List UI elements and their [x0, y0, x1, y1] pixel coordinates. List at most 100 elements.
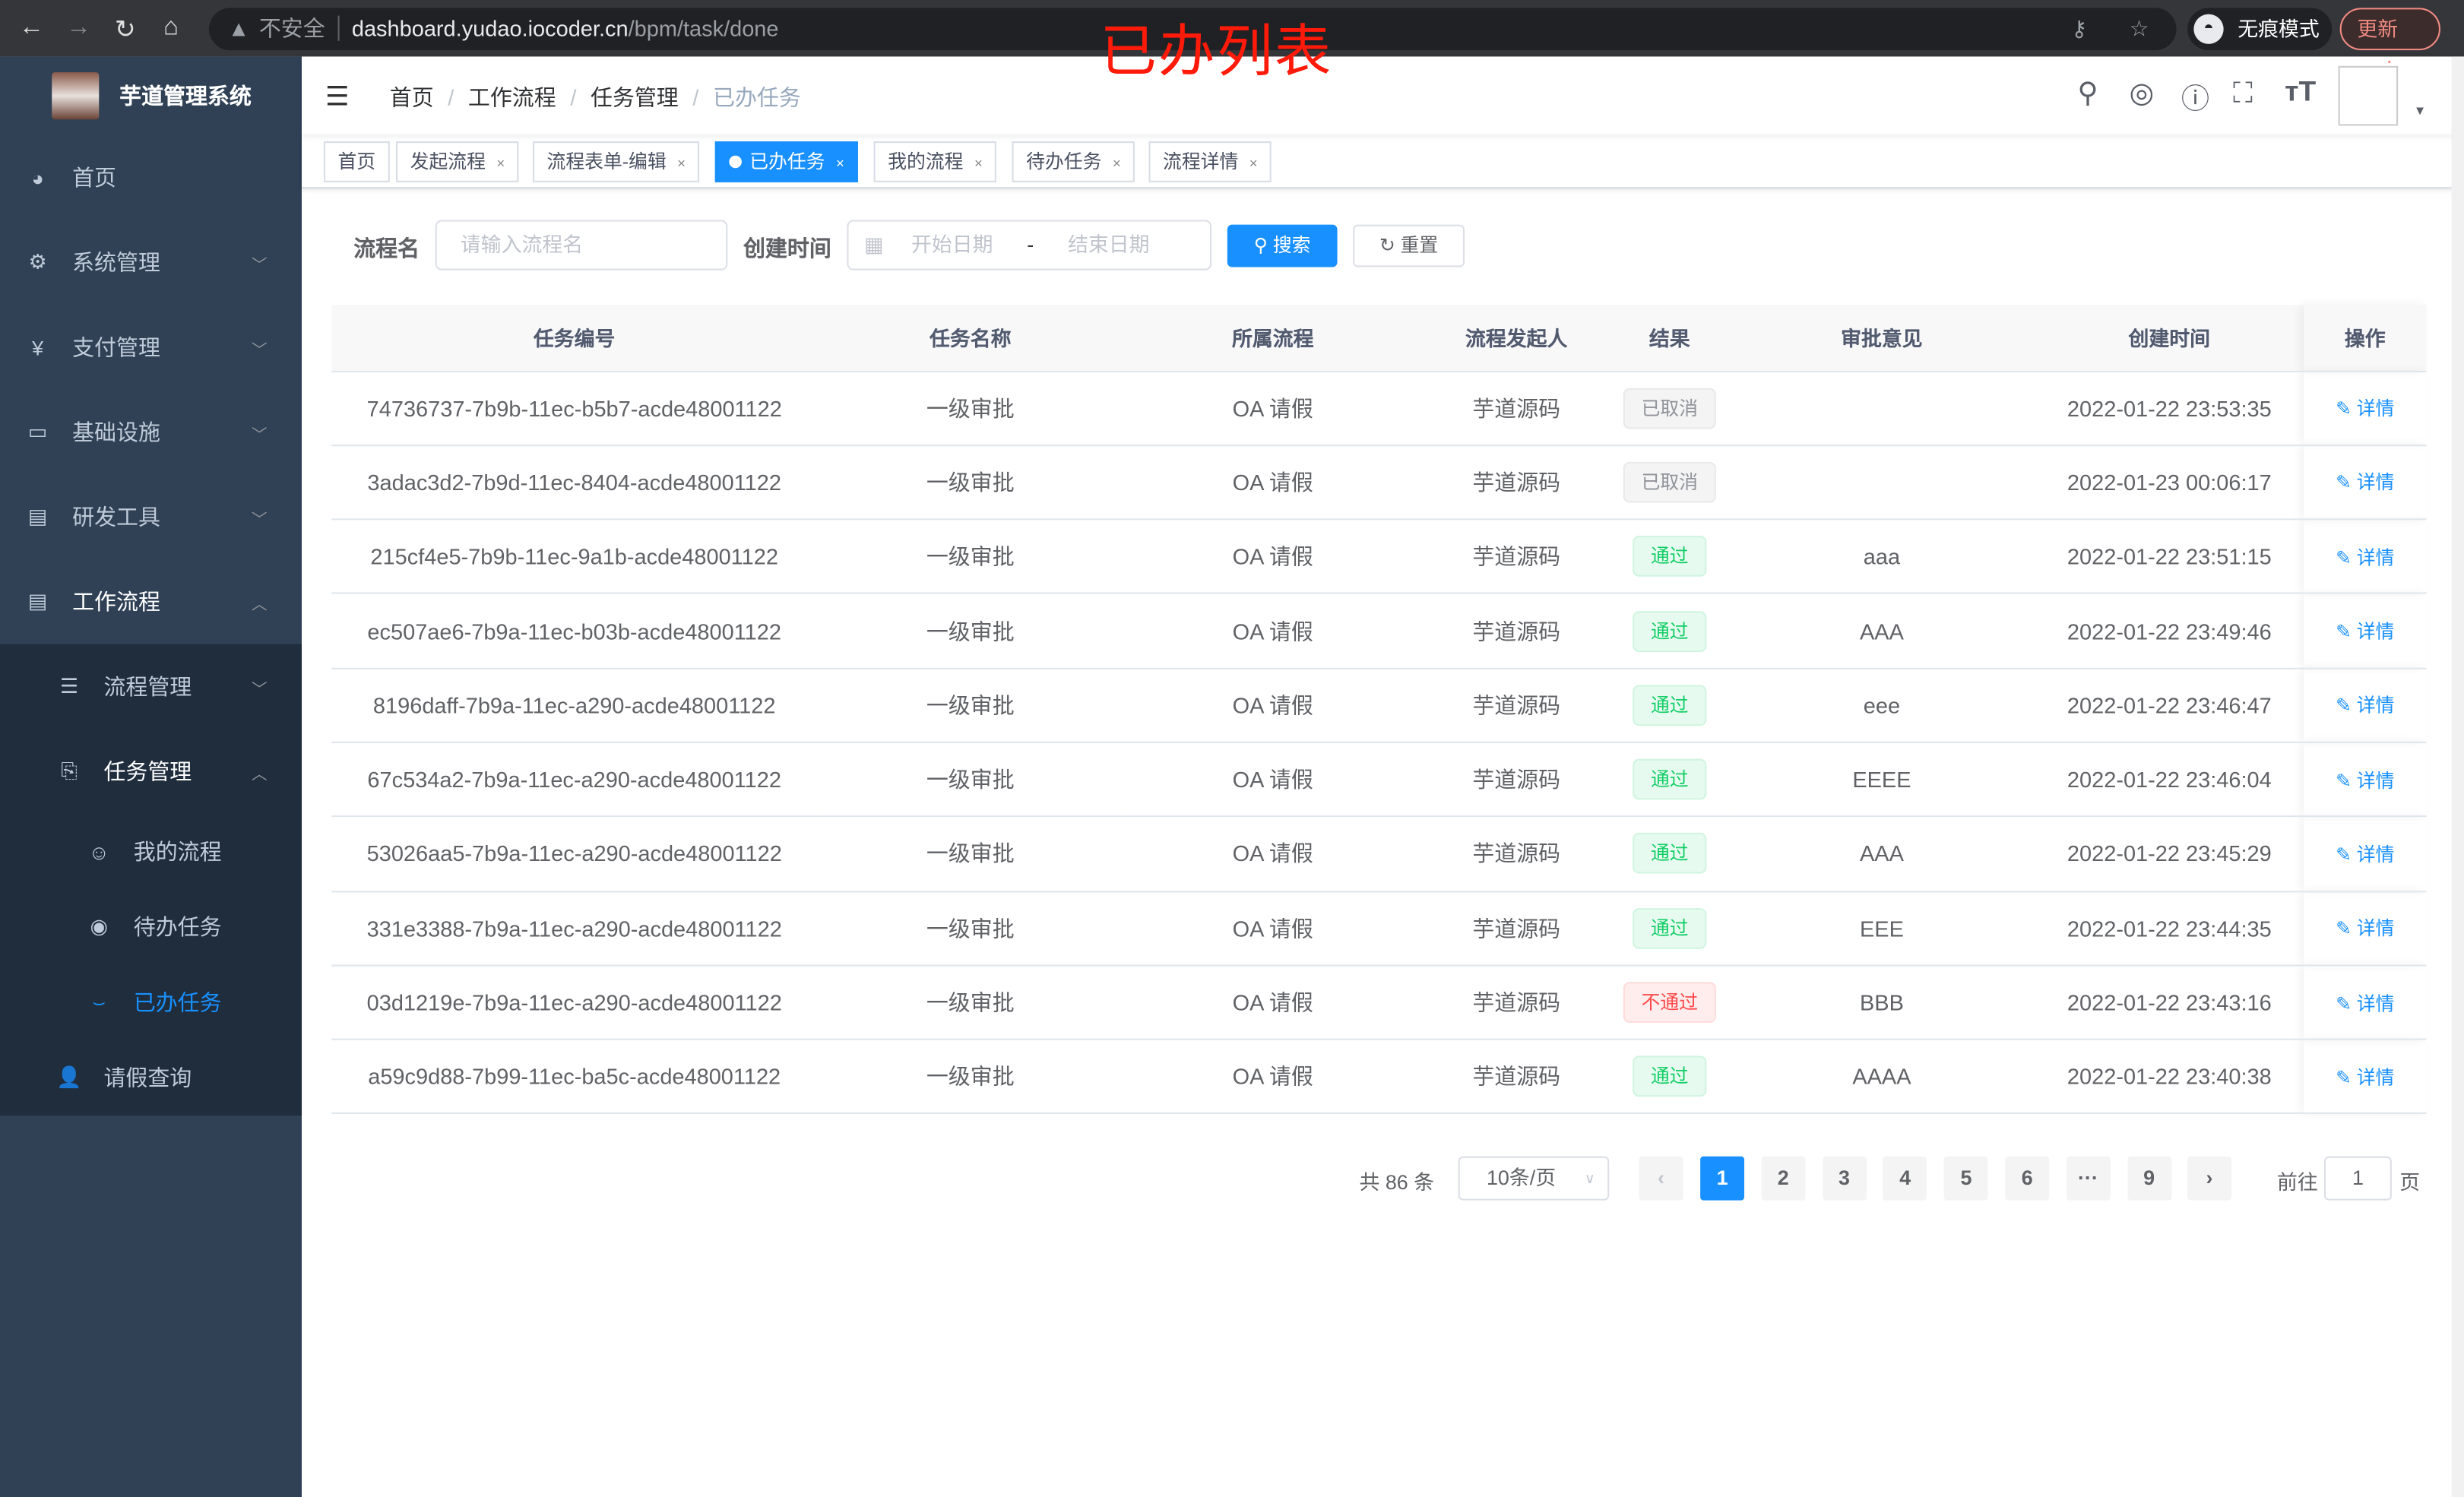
navbar: ☰ 首页 / 工作流程 / 任务管理 / 已办任务 ⚲ ◎ ⓘ ⛶ ᴛT ▼ [302, 56, 2464, 135]
scrollbar[interactable] [2451, 56, 2464, 1497]
detail-button[interactable]: ✎ 详情 [2336, 992, 2394, 1014]
result-cell: 通过 [1610, 593, 1729, 669]
close-icon[interactable]: × [1249, 155, 1258, 172]
next-page-button[interactable]: › [2187, 1156, 2231, 1201]
home-icon[interactable]: ⌂ [163, 14, 179, 41]
key-icon[interactable]: ⚷ [2071, 15, 2088, 41]
reload-icon[interactable]: ↻ [114, 17, 136, 44]
tag-label: 待办任务 [1026, 150, 1102, 173]
github-icon[interactable]: ◎ [2129, 77, 2155, 109]
table-row: 74736737-7b9b-11ec-b5b7-acde48001122 一级审批… [331, 370, 2427, 446]
page-button[interactable]: 5 [1944, 1156, 1988, 1201]
close-icon[interactable]: × [1112, 155, 1121, 172]
process-name-label: 流程名 [353, 236, 420, 261]
date-range-picker[interactable]: ▦ 开始日期 - 结束日期 [847, 220, 1212, 271]
task-icon: ⎘ [61, 758, 78, 783]
process-name-input[interactable]: 请输入流程名 [435, 220, 728, 271]
search-icon[interactable]: ⚲ [2077, 77, 2098, 109]
page-button[interactable]: 4 [1883, 1156, 1927, 1201]
page-size-select[interactable]: 10条/页 ∨ [1458, 1156, 1610, 1201]
task-name: 一级审批 [817, 593, 1124, 669]
tags-view: 首页 发起流程 × 流程表单-编辑 × 已办任务 × 我的流程 × 待办任务 × 流程详情… [301, 135, 2464, 189]
hamburger-icon[interactable]: ☰ [325, 81, 350, 112]
sidebar-item-workflow[interactable]: ▤ 工作流程 ︿ [0, 559, 302, 644]
page-button[interactable]: 1 [1700, 1156, 1745, 1201]
incognito-badge[interactable]: ◓ 无痕模式 [2187, 8, 2333, 51]
font-size-icon[interactable]: ᴛT [2285, 75, 2317, 107]
label: 待办任务 [133, 914, 222, 940]
sidebar-item-done[interactable]: ⌣ 已办任务 [0, 965, 302, 1040]
detail-button[interactable]: ✎ 详情 [2336, 843, 2394, 866]
prev-page-button[interactable]: ‹ [1639, 1156, 1683, 1201]
sidebar-item-devtools[interactable]: ▤ 研发工具 ﹀ [0, 474, 302, 559]
detail-button[interactable]: ✎ 详情 [2336, 397, 2394, 419]
sidebar-item-system[interactable]: ⚙ 系统管理 ﹀ [0, 220, 302, 305]
search-button[interactable]: ⚲ 搜索 [1227, 224, 1338, 267]
app-logo[interactable]: 芋道管理系统 [0, 56, 302, 135]
tag-home[interactable]: 首页 [323, 141, 390, 182]
label: 任务管理 [103, 758, 192, 784]
action-cell: ✎ 详情 [2304, 370, 2427, 446]
start-date-input[interactable]: 开始日期 [911, 233, 993, 257]
detail-button[interactable]: ✎ 详情 [2336, 472, 2394, 494]
sidebar-item-home[interactable]: ◕ 首页 [0, 135, 302, 220]
page-button[interactable]: 3 [1822, 1156, 1867, 1201]
tag-start-process[interactable]: 发起流程 × [396, 141, 519, 182]
sidebar-item-infra[interactable]: ▭ 基础设施 ﹀ [0, 390, 302, 475]
back-icon[interactable]: ← [18, 14, 44, 41]
star-icon[interactable]: ☆ [2129, 15, 2149, 41]
end-date-input[interactable]: 结束日期 [1067, 233, 1150, 257]
tag-process-detail[interactable]: 流程详情 × [1148, 141, 1272, 182]
table-row: 67c534a2-7b9a-11ec-a290-acde48001122 一级审批… [331, 742, 2427, 818]
task-id: 74736737-7b9b-11ec-b5b7-acde48001122 [331, 370, 818, 446]
detail-label: 详情 [2356, 546, 2395, 568]
detail-button[interactable]: ✎ 详情 [2336, 1067, 2394, 1089]
column-header: 操作 [2304, 305, 2427, 372]
forward-icon[interactable]: → [65, 14, 91, 41]
detail-button[interactable]: ✎ 详情 [2336, 546, 2394, 568]
avatar[interactable] [2338, 65, 2399, 126]
tag-form-edit[interactable]: 流程表单-编辑 × [532, 141, 700, 182]
detail-button[interactable]: ✎ 详情 [2336, 918, 2394, 940]
detail-button[interactable]: ✎ 详情 [2336, 769, 2394, 791]
page-button[interactable]: 6 [2005, 1156, 2050, 1201]
comment: AAA [1728, 593, 2035, 669]
tag-done-tasks[interactable]: 已办任务 × [714, 141, 859, 182]
fullscreen-icon[interactable]: ⛶ [2233, 77, 2253, 109]
page-button[interactable]: 2 [1761, 1156, 1806, 1201]
table-row: ec507ae6-7b9a-11ec-b03b-acde48001122 一级审批… [331, 593, 2427, 669]
edit-icon: ✎ [2336, 472, 2357, 495]
task-name: 一级审批 [817, 519, 1124, 595]
breadcrumb-item[interactable]: 首页 [389, 84, 434, 110]
close-icon[interactable]: × [677, 155, 686, 172]
update-button[interactable]: 更新⋮ [2339, 8, 2440, 80]
page-button[interactable]: 9 [2127, 1156, 2171, 1201]
chevron-down-icon: ﹀ [251, 341, 268, 359]
detail-button[interactable]: ✎ 详情 [2336, 621, 2394, 643]
sidebar-item-task-mgmt[interactable]: ⎘ 任务管理 ︿ [0, 729, 302, 814]
detail-button[interactable]: ✎ 详情 [2336, 695, 2394, 717]
sidebar-item-todo[interactable]: ◉ 待办任务 [0, 889, 302, 964]
sidebar-item-process-mgmt[interactable]: ☰ 流程管理 ﹀ [0, 644, 302, 730]
reset-button[interactable]: ↻ 重置 [1353, 224, 1465, 267]
caret-down-icon[interactable]: ▼ [2413, 103, 2427, 119]
task-name: 一级审批 [817, 816, 1124, 892]
breadcrumb-item[interactable]: 任务管理 [590, 84, 679, 110]
sidebar-item-my-process[interactable]: ☺ 我的流程 [0, 814, 302, 889]
process-name: OA 请假 [1123, 593, 1423, 669]
sidebar-item-leave[interactable]: 👤 请假查询 [0, 1040, 302, 1116]
close-icon[interactable]: × [835, 155, 844, 172]
sidebar-item-pay[interactable]: ¥ 支付管理 ﹀ [0, 305, 302, 390]
tag-my-process[interactable]: 我的流程 × [873, 141, 997, 182]
help-icon[interactable]: ⓘ [2181, 83, 2210, 115]
more-pages-button[interactable]: ··· [2066, 1156, 2111, 1201]
breadcrumb-item[interactable]: 工作流程 [467, 84, 556, 110]
close-icon[interactable]: × [974, 155, 983, 172]
edit-icon: ✎ [2336, 992, 2357, 1014]
address-bar[interactable]: ▲ 不安全 dashboard.yudao.iocoder.cn/bpm/task/… [208, 8, 2177, 51]
column-header: 审批意见 [1728, 305, 2035, 372]
action-cell: ✎ 详情 [2304, 891, 2427, 967]
tag-todo[interactable]: 待办任务 × [1012, 141, 1135, 182]
goto-page-input[interactable]: 1 [2323, 1156, 2392, 1201]
close-icon[interactable]: × [496, 155, 505, 172]
